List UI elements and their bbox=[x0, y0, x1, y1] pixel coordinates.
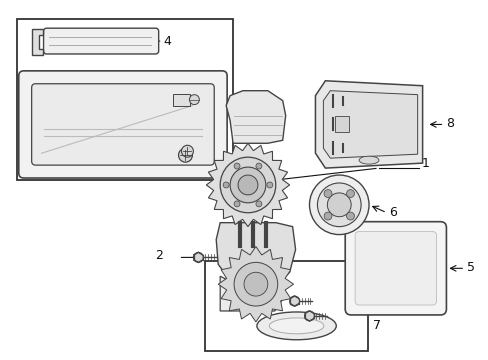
Circle shape bbox=[223, 182, 229, 188]
Polygon shape bbox=[225, 91, 285, 143]
FancyBboxPatch shape bbox=[43, 28, 158, 54]
FancyBboxPatch shape bbox=[345, 222, 446, 315]
Circle shape bbox=[346, 190, 354, 198]
Polygon shape bbox=[315, 81, 422, 168]
Text: 5: 5 bbox=[467, 261, 474, 274]
Circle shape bbox=[234, 201, 240, 207]
Circle shape bbox=[193, 252, 203, 262]
Text: 3: 3 bbox=[251, 111, 259, 124]
Circle shape bbox=[317, 183, 360, 227]
Polygon shape bbox=[206, 143, 289, 227]
Circle shape bbox=[304, 311, 314, 321]
Polygon shape bbox=[220, 276, 284, 311]
Circle shape bbox=[324, 212, 331, 220]
Circle shape bbox=[234, 163, 240, 169]
Circle shape bbox=[324, 190, 331, 198]
Text: 4: 4 bbox=[163, 35, 171, 48]
Circle shape bbox=[244, 272, 267, 296]
Circle shape bbox=[178, 148, 192, 162]
Circle shape bbox=[238, 175, 257, 195]
Text: 7: 7 bbox=[372, 319, 380, 332]
Ellipse shape bbox=[269, 318, 323, 334]
Ellipse shape bbox=[256, 312, 336, 340]
Circle shape bbox=[255, 201, 262, 207]
Circle shape bbox=[255, 163, 262, 169]
Circle shape bbox=[234, 262, 277, 306]
Circle shape bbox=[189, 95, 199, 105]
Polygon shape bbox=[218, 247, 293, 322]
Text: 2: 2 bbox=[154, 249, 163, 262]
Bar bbox=[17, 19, 233, 180]
Circle shape bbox=[220, 157, 275, 213]
Text: 6: 6 bbox=[388, 206, 396, 219]
Circle shape bbox=[309, 175, 368, 235]
FancyBboxPatch shape bbox=[354, 231, 436, 305]
Circle shape bbox=[346, 212, 354, 220]
Bar bbox=[172, 94, 190, 105]
Text: 1: 1 bbox=[421, 157, 428, 170]
Text: 8: 8 bbox=[446, 117, 453, 130]
Circle shape bbox=[326, 193, 350, 217]
Circle shape bbox=[181, 145, 193, 157]
Polygon shape bbox=[216, 223, 295, 292]
Polygon shape bbox=[323, 91, 417, 158]
FancyBboxPatch shape bbox=[32, 84, 214, 165]
Ellipse shape bbox=[358, 156, 378, 164]
Circle shape bbox=[266, 182, 272, 188]
Circle shape bbox=[230, 167, 265, 203]
Circle shape bbox=[289, 296, 299, 306]
Bar bbox=[335, 117, 348, 132]
Polygon shape bbox=[32, 29, 42, 55]
FancyBboxPatch shape bbox=[19, 71, 226, 178]
Bar bbox=[205, 261, 367, 351]
